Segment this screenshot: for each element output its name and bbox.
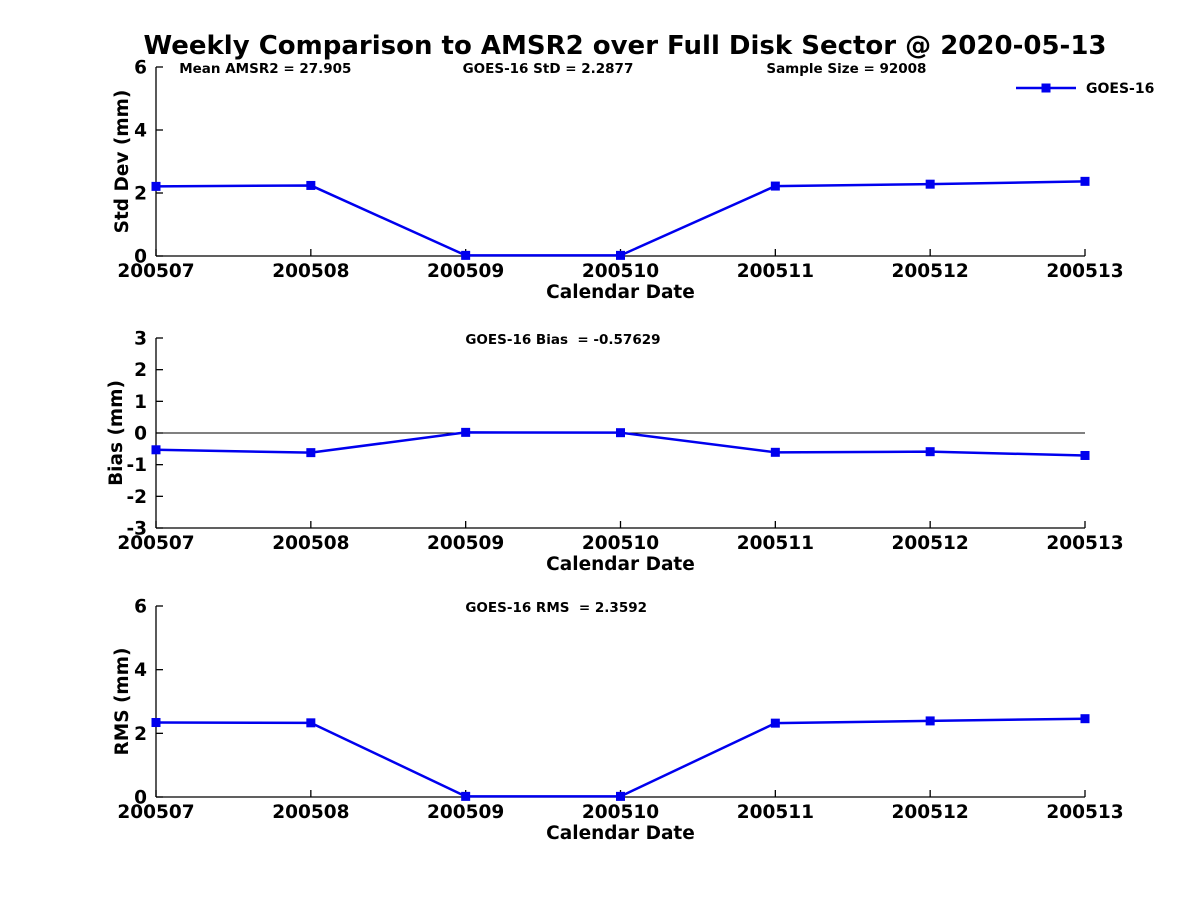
series-line-goes-16 — [155, 717, 1086, 798]
data-point-marker — [151, 181, 161, 191]
x-tick-label: 200508 — [272, 533, 349, 554]
annotation-text: GOES-16 Bias = -0.57629 — [465, 332, 660, 348]
data-point-marker — [925, 179, 935, 189]
y-axis-title: Std Dev (mm) — [112, 90, 133, 234]
data-point-marker — [616, 250, 625, 260]
y-tick-label: 4 — [134, 121, 147, 142]
x-tick-label: 200513 — [1046, 533, 1123, 554]
x-tick-label: 200513 — [1046, 261, 1123, 282]
subplot-stddev: 0 2 4 6 200507 200508 200509 200510 200511 200512… — [112, 58, 1124, 304]
data-point-marker — [1080, 450, 1090, 460]
x-tick-label: 200507 — [117, 533, 194, 554]
subplot-bias: -3 -2 -1 0 1 2 3 200507 200508 200509 200510 200511… — [106, 329, 1124, 576]
y-tick-label: 4 — [134, 660, 147, 681]
y-tick-label: -1 — [126, 455, 147, 476]
data-point-marker — [770, 447, 780, 457]
data-point-marker — [151, 718, 161, 728]
data-point-marker — [770, 181, 780, 191]
series-line-goes-16 — [155, 180, 1086, 257]
data-point-marker — [1080, 714, 1090, 724]
x-tick-label: 200508 — [272, 261, 349, 282]
data-point-marker — [461, 791, 471, 801]
y-axis-title: RMS (mm) — [112, 648, 133, 756]
data-point-marker — [1080, 176, 1090, 186]
x-tick-label: 200508 — [272, 802, 349, 823]
data-point-marker — [151, 445, 161, 455]
y-tick-label: 2 — [134, 724, 147, 745]
y-axis-title: Bias (mm) — [106, 380, 127, 486]
y-tick-label: 3 — [134, 329, 147, 350]
annotation-text: GOES-16 RMS = 2.3592 — [465, 600, 647, 616]
data-point-marker — [770, 718, 780, 728]
data-point-marker — [461, 427, 471, 437]
x-tick-label: 200512 — [892, 802, 969, 823]
y-tick-label: 1 — [134, 392, 147, 413]
y-tick-label: 6 — [134, 58, 147, 79]
subplots: 0 2 4 6 200507 200508 200509 200510 200511 200512… — [106, 58, 1124, 845]
data-point-marker — [616, 428, 625, 438]
data-point-marker — [461, 250, 471, 260]
y-tick-label: 6 — [134, 597, 147, 618]
x-tick-label: 200509 — [427, 261, 504, 282]
x-tick-label: 200510 — [582, 261, 659, 282]
annotation-text: Sample Size = 92008 — [766, 61, 926, 77]
data-point-marker — [925, 447, 935, 457]
x-tick-label: 200510 — [582, 533, 659, 554]
subplot-rms: 0 2 4 6 200507 200508 200509 200510 200511 200512… — [112, 597, 1124, 845]
legend: GOES-16 — [1016, 81, 1154, 97]
x-tick-label: 200511 — [737, 802, 814, 823]
legend-label: GOES-16 — [1086, 81, 1154, 97]
data-point-marker — [306, 448, 316, 458]
figure-title: Weekly Comparison to AMSR2 over Full Dis… — [143, 31, 1106, 61]
data-point-marker — [925, 716, 935, 726]
y-tick-label: -2 — [126, 487, 147, 508]
y-tick-label: 0 — [134, 247, 147, 268]
y-tick-label: 2 — [134, 184, 147, 205]
x-tick-label: 200511 — [737, 261, 814, 282]
x-tick-label: 200509 — [427, 533, 504, 554]
y-tick-label: 0 — [134, 424, 147, 445]
data-point-marker — [306, 718, 316, 728]
x-tick-label: 200507 — [117, 802, 194, 823]
x-tick-label: 200509 — [427, 802, 504, 823]
x-axis-title: Calendar Date — [546, 554, 695, 575]
annotation-text: Mean AMSR2 = 27.905 — [179, 61, 351, 77]
y-tick-label: 0 — [134, 788, 147, 809]
x-axis-title: Calendar Date — [546, 282, 695, 303]
x-tick-label: 200511 — [737, 533, 814, 554]
x-tick-label: 200513 — [1046, 802, 1123, 823]
y-tick-label: 2 — [134, 360, 147, 381]
x-tick-label: 200512 — [892, 533, 969, 554]
x-axis-title: Calendar Date — [546, 823, 695, 844]
data-point-marker — [616, 791, 625, 801]
annotation-text: GOES-16 StD = 2.2877 — [463, 61, 634, 77]
legend-marker — [1041, 83, 1051, 93]
x-tick-label: 200507 — [117, 261, 194, 282]
x-tick-label: 200510 — [582, 802, 659, 823]
data-point-marker — [306, 180, 316, 190]
x-tick-label: 200512 — [892, 261, 969, 282]
y-tick-label: -3 — [126, 519, 147, 540]
